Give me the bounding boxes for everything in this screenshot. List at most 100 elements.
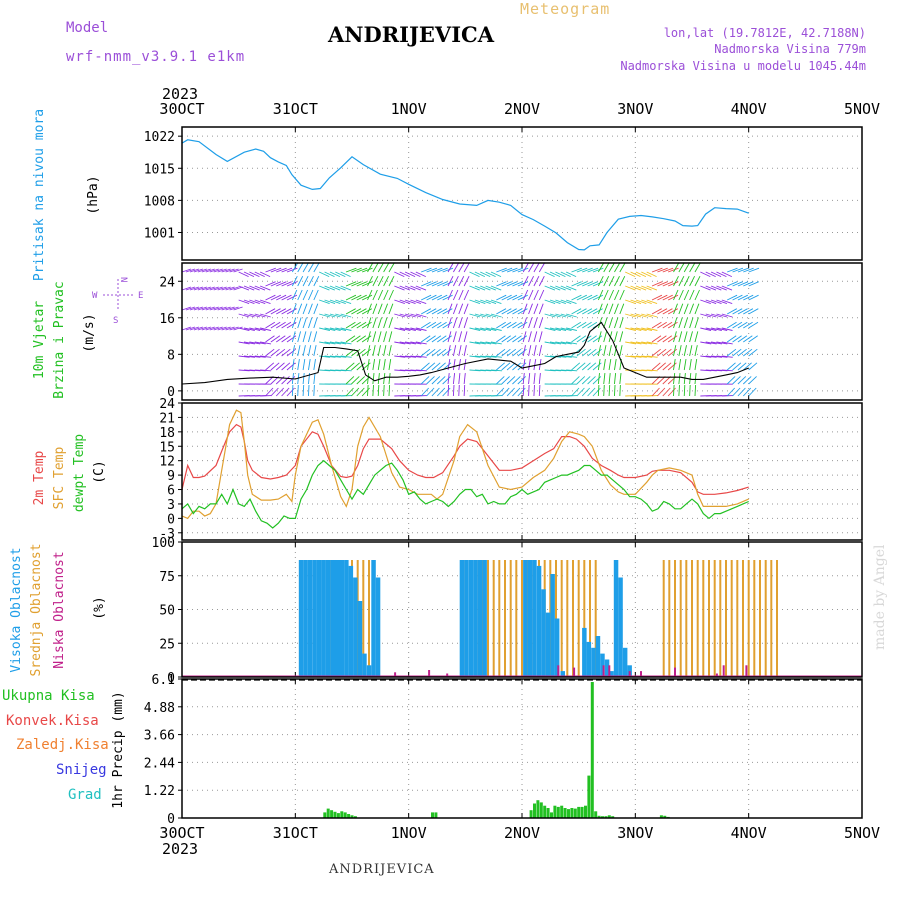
precip-bar [590,682,594,818]
wind-arrow [399,299,411,305]
wind-arrow [485,355,497,358]
wind-arrow [437,362,446,371]
precip-bar [604,816,608,818]
wind-arrow [205,306,215,311]
wind-arrow [201,306,211,311]
wind-arrow [480,285,491,291]
wind-arrow [377,317,383,329]
wind-arrow [689,303,695,315]
wind-arrow [716,355,728,358]
cloud-bar [362,560,365,677]
wind-arrow [205,326,215,331]
wind-arrow [302,317,307,329]
wind-arrow [694,289,700,301]
wind-arrow [340,285,352,291]
precip-bar [347,814,351,818]
wind-arrow [565,271,577,278]
wind-arrow [431,294,442,301]
wind-arrow [619,345,623,357]
precip-bar [539,802,543,818]
credit-label: made by Angel [872,544,888,651]
wind-arrow [592,308,603,315]
temp-ylabel-dewpt: dewpt Temp [72,434,87,512]
wind-arrow [243,299,255,305]
wind-arrow [608,262,615,273]
precip-bar [560,805,564,818]
wind-arrow [501,348,511,357]
wind-arrow [528,275,535,287]
wind-arrow [181,326,192,331]
y-tick-label: 12 [159,455,175,470]
wind-arrow [619,303,625,315]
wind-arrow [501,387,510,397]
wind-arrow [603,262,610,273]
precip-bar [343,812,347,818]
wind-arrow [560,299,572,305]
wind-arrow [673,384,675,397]
precip-bar [594,811,598,818]
wind-arrow [260,341,272,345]
wind-arrow [377,331,382,343]
wind-arrow [372,373,375,385]
wind-arrow [189,268,200,273]
wind-arrow [297,317,302,329]
wind-arrow [238,313,250,318]
cloud-bar [600,653,605,677]
wind-arrow [469,355,481,358]
wind-arrow [463,289,470,301]
wind-arrow [678,275,685,287]
wind-arrow [673,275,679,287]
wind-arrow [549,285,561,291]
wind-arrow [673,317,678,329]
wind-arrow [356,348,366,357]
wind-arrow [705,285,717,291]
wind-arrow [281,321,292,329]
wind-arrow [404,299,416,305]
wind-arrow [372,275,379,287]
wind-arrow [213,326,223,331]
wind-arrow [254,285,266,291]
precip-legend-item: Konvek.Kisa [6,713,99,729]
wind-arrow [431,335,442,343]
wind-arrow [388,331,393,343]
cloud-bar [674,560,676,677]
wind-arrow [291,359,295,371]
wind-arrow [485,341,497,345]
wind-arrow [560,285,572,291]
wind-arrow [528,345,532,357]
wind-arrow [683,359,687,371]
cloud-bar [366,665,372,677]
wind-arrow [641,327,653,331]
wind-arrow [619,262,626,273]
wind-arrow [538,317,544,329]
wind-arrow [335,271,346,278]
wind-arrow [565,299,577,305]
temp-line-0 [181,423,749,495]
x-tick-label-bottom: 3NOV [617,824,653,842]
wind-arrow [678,373,681,385]
wind-arrow [597,303,603,315]
wind-arrow [469,271,480,278]
wind-arrow [405,341,416,345]
wind-arrow [410,327,422,331]
wind-arrow [421,267,432,273]
wind-arrow [351,294,362,301]
wind-arrow [447,275,454,287]
x-tick-label-bottom: 2NOV [504,824,540,842]
wind-arrow [544,271,555,278]
wind-arrow [474,285,486,291]
wind-arrow [254,327,266,331]
wind-arrow [619,331,624,343]
wind-arrow [286,267,298,273]
wind-arrow [603,345,607,357]
wind-arrow [587,294,598,301]
wind-arrow [485,327,497,331]
wind-arrow [528,331,532,343]
wind-arrow [517,376,527,385]
wind-arrow [700,285,711,291]
wind-arrow [249,271,260,278]
cloud-bar [468,560,474,677]
wind-arrow [555,299,566,305]
wind-arrow [469,313,481,318]
wind-arrow [324,355,336,358]
